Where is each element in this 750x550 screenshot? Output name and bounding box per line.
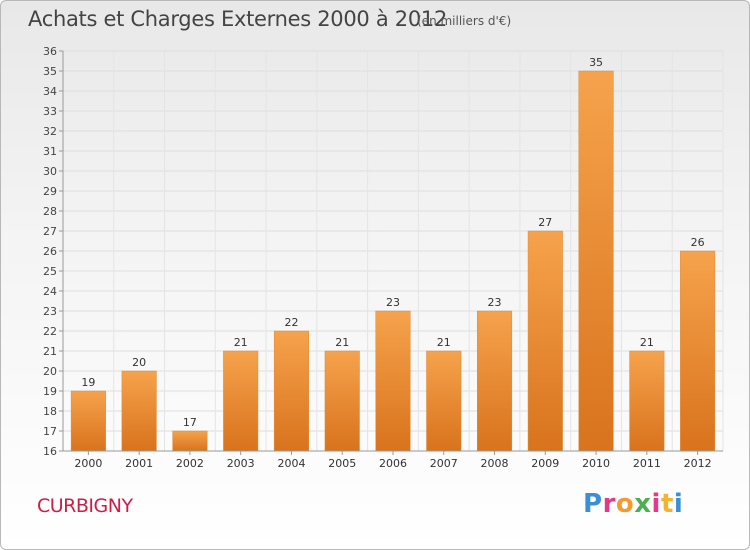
- bar: [680, 250, 716, 452]
- y-tick-label: 34: [43, 85, 57, 98]
- y-tick-label: 32: [43, 125, 57, 138]
- commune-name: CURBIGNY: [37, 495, 133, 517]
- y-tick-label: 26: [43, 245, 57, 258]
- x-tick-label: 2002: [176, 457, 204, 470]
- bar: [121, 370, 157, 452]
- y-tick-label: 16: [43, 445, 57, 458]
- x-tick-label: 2007: [430, 457, 458, 470]
- x-tick-label: 2011: [633, 457, 661, 470]
- chart-subtitle: (en milliers d'€): [417, 14, 512, 28]
- x-tick-label: 2010: [582, 457, 610, 470]
- bar: [426, 350, 462, 452]
- x-tick-label: 2008: [481, 457, 509, 470]
- y-tick-label: 20: [43, 365, 57, 378]
- y-tick-label: 24: [43, 285, 57, 298]
- bar: [477, 310, 513, 452]
- y-tick-label: 19: [43, 385, 57, 398]
- y-tick-label: 25: [43, 265, 57, 278]
- bar: [223, 350, 259, 452]
- data-label: 22: [284, 316, 298, 329]
- x-tick-label: 2009: [531, 457, 559, 470]
- data-label: 20: [132, 356, 146, 369]
- chart-title: Achats et Charges Externes 2000 à 2012: [28, 7, 448, 31]
- x-tick-label: 2004: [277, 457, 305, 470]
- y-tick-label: 31: [43, 145, 57, 158]
- logo-letter: o: [615, 489, 635, 519]
- data-label: 35: [589, 56, 603, 69]
- logo-letter: r: [602, 489, 616, 519]
- logo-letter: i: [673, 489, 684, 519]
- data-label: 21: [640, 336, 654, 349]
- data-label: 19: [81, 376, 95, 389]
- y-tick-label: 28: [43, 205, 57, 218]
- bar: [578, 70, 614, 452]
- y-tick-label: 17: [43, 425, 57, 438]
- y-tick-label: 35: [43, 65, 57, 78]
- y-tick-label: 30: [43, 165, 57, 178]
- y-tick-label: 21: [43, 345, 57, 358]
- y-tick-label: 33: [43, 105, 57, 118]
- y-tick-label: 18: [43, 405, 57, 418]
- y-tick-label: 27: [43, 225, 57, 238]
- x-tick-label: 2003: [227, 457, 255, 470]
- data-label: 21: [335, 336, 349, 349]
- logo-letter: P: [583, 489, 603, 519]
- proxiti-logo[interactable]: Proxiti: [583, 489, 683, 519]
- logo-letter: i: [651, 489, 661, 519]
- x-tick-label: 2001: [125, 457, 153, 470]
- bar: [629, 350, 665, 452]
- y-tick-label: 22: [43, 325, 57, 338]
- data-label: 23: [386, 296, 400, 309]
- data-label: 27: [538, 216, 552, 229]
- logo-letter: x: [634, 489, 652, 519]
- bar: [70, 390, 106, 452]
- x-tick-label: 2000: [74, 457, 102, 470]
- x-tick-label: 2012: [684, 457, 712, 470]
- bar: [172, 430, 208, 452]
- y-tick-label: 36: [43, 45, 57, 58]
- y-tick-label: 29: [43, 185, 57, 198]
- bar: [273, 330, 309, 452]
- x-tick-label: 2006: [379, 457, 407, 470]
- x-tick-label: 2005: [328, 457, 356, 470]
- data-label: 26: [691, 236, 705, 249]
- data-label: 21: [437, 336, 451, 349]
- data-label: 17: [183, 416, 197, 429]
- bar: [324, 350, 360, 452]
- bar: [375, 310, 411, 452]
- data-label: 21: [234, 336, 248, 349]
- logo-letter: t: [660, 489, 674, 519]
- data-label: 23: [488, 296, 502, 309]
- bar: [527, 230, 563, 452]
- y-tick-label: 23: [43, 305, 57, 318]
